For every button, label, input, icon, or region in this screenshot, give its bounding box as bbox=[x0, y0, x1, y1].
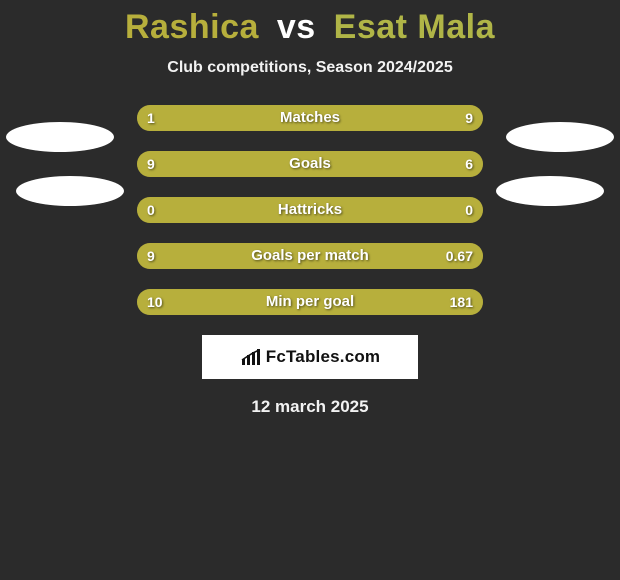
bar-fill-right bbox=[199, 105, 483, 131]
crest-left-1 bbox=[6, 122, 114, 152]
brand-text: FcTables.com bbox=[266, 347, 381, 367]
date-text: 12 march 2025 bbox=[0, 397, 620, 417]
stat-row: 19Matches bbox=[137, 105, 483, 131]
bar-fill-left bbox=[137, 151, 338, 177]
bar-fill-left bbox=[137, 243, 400, 269]
brand-badge: FcTables.com bbox=[202, 335, 418, 379]
bar-fill-right bbox=[455, 289, 483, 315]
title-vs: vs bbox=[277, 8, 316, 46]
crest-left-2 bbox=[16, 176, 124, 206]
bar-fill-right bbox=[400, 243, 483, 269]
stat-row: 10181Min per goal bbox=[137, 289, 483, 315]
title-player1: Rashica bbox=[125, 8, 259, 46]
brand-chart-icon bbox=[240, 347, 264, 367]
bar-fill-left bbox=[137, 289, 455, 315]
page-title: Rashica vs Esat Mala bbox=[0, 8, 620, 47]
crest-right-1 bbox=[506, 122, 614, 152]
stat-rows: 19Matches 96Goals 00Hattricks 90.67Goals pe… bbox=[137, 105, 483, 315]
bar-fill-left bbox=[137, 105, 199, 131]
crest-right-2 bbox=[496, 176, 604, 206]
stat-row: 00Hattricks bbox=[137, 197, 483, 223]
bar-fill-right bbox=[338, 151, 483, 177]
comparison-card: Rashica vs Esat Mala Club competitions, … bbox=[0, 0, 620, 580]
stat-row: 90.67Goals per match bbox=[137, 243, 483, 269]
title-player2: Esat Mala bbox=[334, 8, 495, 46]
stat-row: 96Goals bbox=[137, 151, 483, 177]
subtitle: Club competitions, Season 2024/2025 bbox=[0, 59, 620, 77]
bar-fill-left bbox=[137, 197, 483, 223]
